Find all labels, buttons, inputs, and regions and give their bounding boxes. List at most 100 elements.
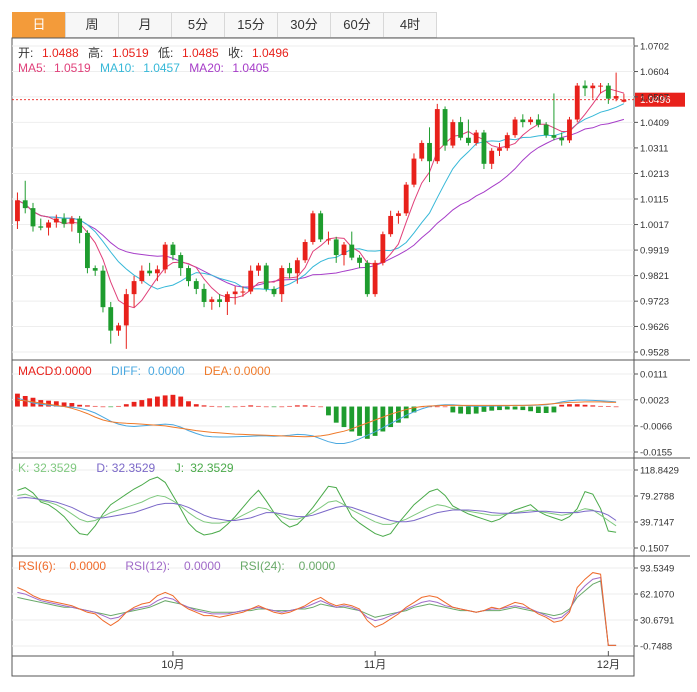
candle-body-25 [209,299,215,302]
k-line [17,493,617,527]
macd-value-2: 0.0000 [234,364,271,378]
macd-plot [15,393,619,444]
candle-body-68 [543,124,549,136]
candle-body-69 [551,135,557,138]
candle-body-77 [613,96,619,99]
macd-bar-74 [590,405,596,407]
candle-body-52 [419,142,425,159]
candle-body-28 [232,291,238,295]
rsi-plot [17,572,617,646]
macd-value-0: 0.0000 [55,364,92,378]
tab-3[interactable]: 5分 [171,12,224,38]
candle-body-66 [528,119,534,123]
macd-bar-24 [201,405,207,407]
tab-7[interactable]: 4时 [383,12,437,38]
candle-body-17 [147,270,153,274]
macd-tick-label-2: -0.0066 [640,421,672,432]
macd-bar-25 [209,405,215,407]
macd-bar-27 [224,406,230,408]
macd-bar-48 [388,406,394,428]
macd-bar-55 [442,406,448,408]
candle-body-44 [357,257,362,263]
rsi-label-1: RSI(12): [125,559,170,573]
macd-bar-28 [232,406,238,408]
price-tick-label-6: 1.0115 [640,195,668,206]
kdj-value-1: 32.3529 [112,461,156,475]
kdj-value-2: 32.3529 [190,461,234,475]
candle-body-8 [77,218,83,233]
price-tick-label-12: 0.9528 [640,348,669,359]
macd-bar-29 [240,405,246,407]
macd-bar-42 [341,406,347,428]
dea-line [17,399,617,438]
axis-labels: 1.0702 1.0604 1.0507 1.0409 1.0311 1.0213 1.01… [161,42,679,672]
candle-body-34 [279,268,285,295]
tab-0[interactable]: 日 [12,12,65,38]
macd-bar-65 [520,406,526,411]
candle-body-1 [22,200,28,209]
price-tick-label-1: 1.0604 [640,67,669,78]
macd-bar-58 [465,406,471,415]
candle-body-76 [605,85,611,99]
macd-bar-14 [123,404,129,407]
ma10-line [17,103,625,291]
macd-bar-77 [613,406,619,408]
macd-bar-50 [403,406,409,419]
macd-tick-label-0: 0.0111 [640,370,668,381]
macd-bar-9 [85,405,90,407]
tab-6[interactable]: 60分 [330,12,383,38]
date-label-0: 10月 [161,659,184,671]
macd-bar-71 [567,404,572,407]
ohlc-label-2: 低: [158,46,173,60]
candle-body-32 [263,265,269,289]
rsi24-line [17,580,617,646]
tab-2[interactable]: 月 [118,12,171,38]
candle-body-55 [442,109,448,146]
candle-body-67 [535,119,541,125]
ohlc-value-2: 1.0485 [182,46,219,60]
j-line [17,476,617,537]
macd-bar-33 [271,406,277,408]
macd-bar-47 [380,406,386,432]
kdj-plot [17,476,617,537]
candle-body-36 [294,260,300,274]
macd-bar-38 [310,405,316,407]
candle-body-75 [598,85,603,87]
macd-bar-56 [450,406,456,413]
ohlc-label-1: 高: [88,45,103,60]
ma-label-1: MA10: [100,61,135,75]
date-label-2: 12月 [597,659,620,671]
macd-bar-61 [489,406,495,411]
period-tabs: 日周月 5分 15分 30分 60分 4时 [12,12,437,38]
rsi-tick-label-3: -0.7488 [640,642,672,653]
tab-5[interactable]: 30分 [277,12,330,38]
candle-body-2 [30,208,36,227]
macd-bar-10 [92,405,98,407]
macd-bar-67 [535,406,541,413]
chart-frame [11,37,690,677]
ma-value-0: 1.0519 [54,61,91,75]
rsi-tick-label-0: 93.5349 [640,564,674,575]
candle-body-33 [271,288,277,295]
candle-body-27 [224,294,230,302]
candle-body-19 [162,244,168,270]
price-tick-label-5: 1.0213 [640,169,669,180]
tab-1[interactable]: 周 [65,12,118,38]
candle-body-18 [154,269,160,274]
ma-label-2: MA20: [189,61,224,75]
price-tick-label-7: 1.0017 [640,220,669,231]
macd-bar-30 [248,405,254,407]
candle-body-57 [458,122,464,138]
macd-bar-44 [357,406,362,436]
macd-bar-1 [22,395,28,407]
price-tick-label-9: 0.9821 [640,271,669,282]
macd-bar-40 [326,406,331,416]
candle-body-53 [427,142,432,162]
macd-bar-70 [559,404,565,407]
macd-bar-15 [131,401,137,407]
candle-body-31 [256,265,261,271]
candle-body-5 [53,218,59,223]
candle-body-15 [131,281,137,295]
candle-body-51 [411,158,417,185]
macd-bar-62 [497,406,502,411]
